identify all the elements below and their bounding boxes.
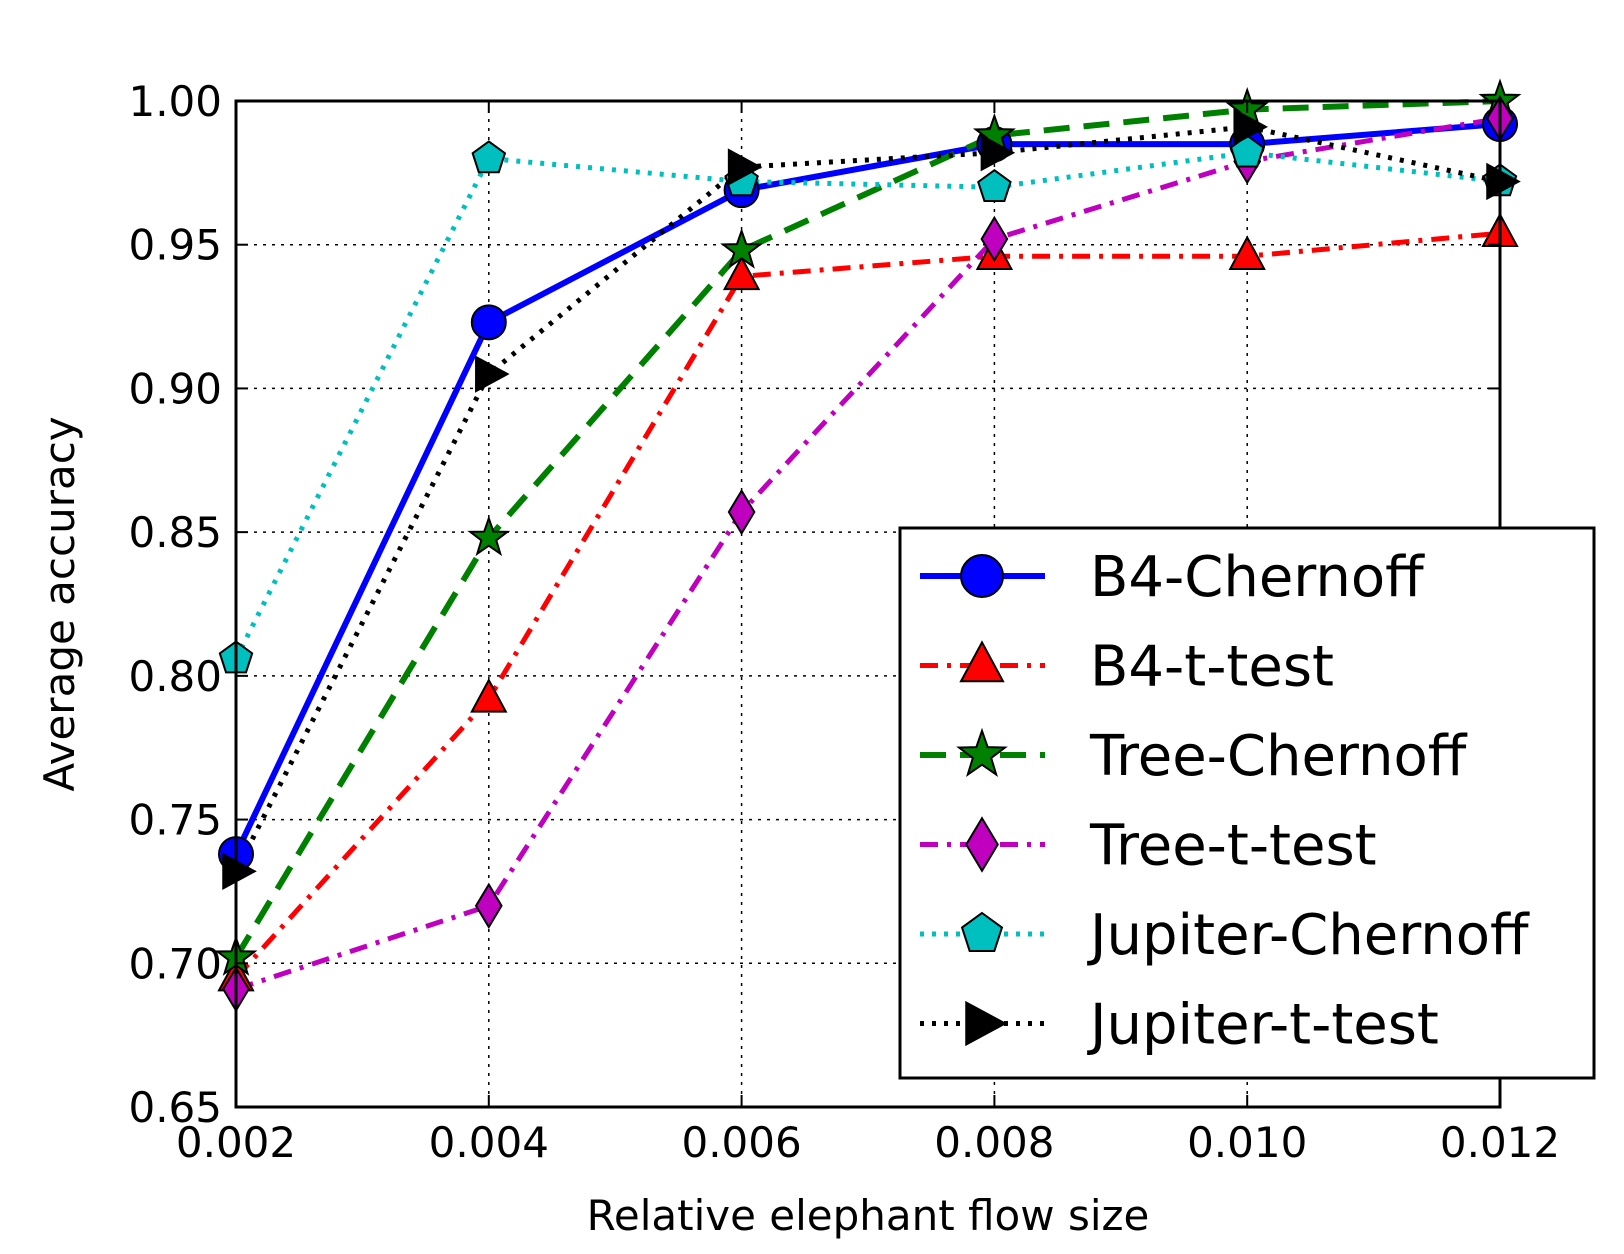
y-axis-label: Average accuracy [35, 416, 84, 791]
y-tick-label: 0.85 [128, 508, 222, 557]
legend-label-b4-chernoff: B4-Chernoff [1090, 545, 1425, 610]
legend-marker-jupiter-t-test [965, 1000, 1008, 1047]
y-tick-label: 0.65 [128, 1083, 222, 1132]
y-tick-label: 0.70 [128, 939, 222, 988]
data-point-b4-t-test [1228, 235, 1266, 270]
legend-label-jupiter-chernoff: Jupiter-Chernoff [1087, 903, 1530, 968]
series-line-jupiter-t-test [233, 124, 1501, 873]
series-lines [233, 98, 1501, 992]
legend-marker-tree-t-test [965, 816, 999, 873]
data-point-b4-chernoff [470, 304, 507, 341]
data-point-b4-t-test [470, 678, 508, 713]
legend-label-tree-chernoff: Tree-Chernoff [1089, 724, 1468, 789]
y-tick-label: 0.80 [128, 652, 222, 701]
series-line-tree-t-test [235, 115, 1501, 992]
data-point-tree-chernoff [720, 227, 764, 269]
x-axis-label: Relative elephant flow size [587, 1191, 1150, 1240]
y-tick-label: 0.90 [128, 364, 222, 413]
data-point-jupiter-chernoff [977, 168, 1012, 202]
legend-marker-jupiter-chernoff [960, 911, 1004, 952]
series-line-b4-t-test [234, 230, 1501, 980]
data-point-jupiter-t-test [475, 355, 510, 393]
data-point-jupiter-t-test [980, 134, 1016, 172]
data-point-jupiter-t-test [222, 852, 257, 890]
legend-label-jupiter-t-test: Jupiter-t-test [1087, 993, 1439, 1058]
data-point-tree-chernoff [467, 515, 511, 557]
x-tick-label: 0.006 [681, 1118, 801, 1167]
x-tick-label: 0.008 [934, 1118, 1054, 1167]
data-point-jupiter-t-test [727, 148, 763, 186]
data-point-tree-t-test [474, 882, 503, 929]
legend-marker-b4-chernoff [960, 554, 1004, 598]
x-tick-label: 0.004 [429, 1118, 549, 1167]
data-point-jupiter-chernoff [1229, 134, 1265, 168]
x-tick-label: 0.002 [176, 1118, 296, 1167]
y-tick-label: 0.75 [128, 796, 222, 845]
x-tick-label: 0.010 [1187, 1118, 1307, 1167]
legend-marker-tree-chernoff [956, 727, 1008, 778]
legend-box [898, 526, 1596, 1080]
legend-label-tree-t-test: Tree-t-test [1089, 814, 1377, 879]
y-tick-label: 1.00 [128, 77, 222, 126]
y-tick-label: 0.95 [128, 221, 222, 270]
data-point-tree-t-test [727, 488, 756, 536]
data-point-jupiter-t-test [1233, 108, 1269, 146]
data-point-b4-t-test [722, 255, 761, 291]
x-tick-label: 0.012 [1440, 1118, 1560, 1167]
legend-label-b4-t-test: B4-t-test [1090, 635, 1334, 700]
series-line-tree-chernoff [233, 98, 1501, 960]
legend-marker-b4-t-test [959, 640, 1005, 683]
data-point-jupiter-chernoff [471, 140, 507, 174]
data-point-tree-t-test [980, 215, 1009, 263]
legend: B4-Chernoff B4-t-test Tree-Chernoff Tree-t-… [898, 526, 1596, 1080]
data-point-jupiter-t-test [1486, 162, 1521, 201]
series-line-b4-chernoff [233, 121, 1501, 856]
